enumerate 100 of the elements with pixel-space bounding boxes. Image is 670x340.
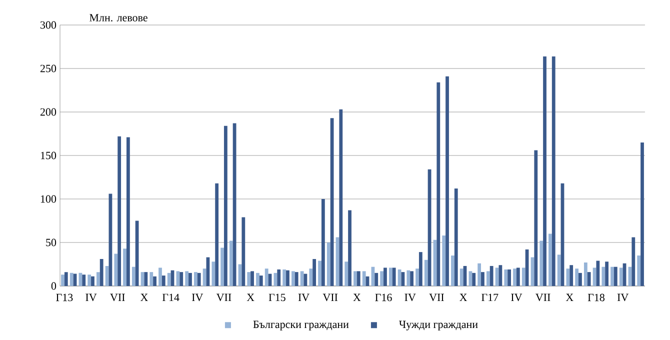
bar [566,268,570,286]
legend-label: Български граждани [253,320,349,330]
bar [388,268,392,286]
bar [380,271,384,286]
bar [436,82,440,286]
bar [401,272,405,286]
x-tick-label: IV [86,294,97,302]
bar [362,271,366,286]
x-tick-label: X [460,294,468,301]
bar [229,240,233,286]
bar [356,271,360,286]
bar [202,268,206,286]
x-tick-label: IV [617,294,628,302]
bar [286,270,290,286]
bar [451,256,454,286]
bar [460,268,464,286]
bar [614,266,618,286]
x-tick-label: Г14 [162,294,180,302]
bar [339,109,343,286]
y-tick-label: 100 [40,195,56,203]
x-tick-label: X [246,294,254,301]
bar [557,254,561,286]
bar [481,272,484,286]
bar [602,266,606,286]
bar [197,272,201,286]
bar [61,274,64,286]
x-tick-label: VII [322,294,338,302]
bar [118,136,122,286]
bar [123,248,126,286]
x-tick-label: X [566,294,574,301]
bar [105,266,109,286]
bar [418,252,422,286]
bar [277,269,281,286]
x-tick-label: Г17 [482,294,498,302]
bar [294,272,298,286]
bar [82,274,86,286]
bar [632,237,636,286]
bar [114,254,118,286]
bar [498,265,502,286]
bar [446,76,449,286]
bar [354,271,357,286]
bar [158,268,162,286]
bar [259,276,263,286]
bar [153,276,156,286]
bar [513,268,516,286]
bar [309,268,313,286]
bar [188,272,192,286]
x-tick-label: IV [192,294,204,302]
bar [478,263,482,286]
bar [534,150,538,286]
bar [504,269,508,286]
y-tick-label: 200 [40,108,56,116]
bar [318,260,322,286]
x-tick-label: IV [404,294,416,302]
bar [291,271,295,286]
x-tick-label: IV [511,294,522,302]
bar [150,272,154,286]
bar [212,262,216,286]
bar [540,240,544,286]
bar [587,272,591,286]
bar [548,234,552,286]
bar [247,272,251,286]
bar [442,236,446,286]
bar [242,217,246,286]
bar [640,142,644,286]
x-tick-label: Г18 [588,294,604,302]
y-tick-label: 250 [40,64,56,72]
bar [167,272,171,286]
bar [490,266,494,286]
x-tick-label: Г16 [375,294,392,302]
x-tick-label: X [140,294,148,301]
bar [592,268,596,286]
bar [91,276,94,286]
bar [312,259,316,286]
bar [522,268,526,286]
bar [132,266,136,286]
bar [392,268,396,286]
bar [424,260,428,286]
bar [495,268,499,286]
x-tick-label: VII [429,294,444,302]
y-tick-label: 50 [46,238,56,246]
bar [486,271,490,286]
bar [321,198,325,286]
bar [162,276,166,286]
bar [575,268,579,286]
x-tick-label: VII [536,294,550,302]
bar [256,272,260,286]
bar [144,272,148,286]
bar [176,271,180,286]
bar [406,270,410,286]
x-tick-label: Г15 [268,294,286,302]
x-tick-label: Г13 [56,294,73,302]
bar [552,56,556,286]
bar [344,262,348,286]
x-tick-label: VII [110,294,125,302]
y-tick-label: 150 [40,152,56,160]
bar [605,262,608,286]
bar [374,272,378,286]
bar [637,256,641,286]
bar [300,271,304,286]
